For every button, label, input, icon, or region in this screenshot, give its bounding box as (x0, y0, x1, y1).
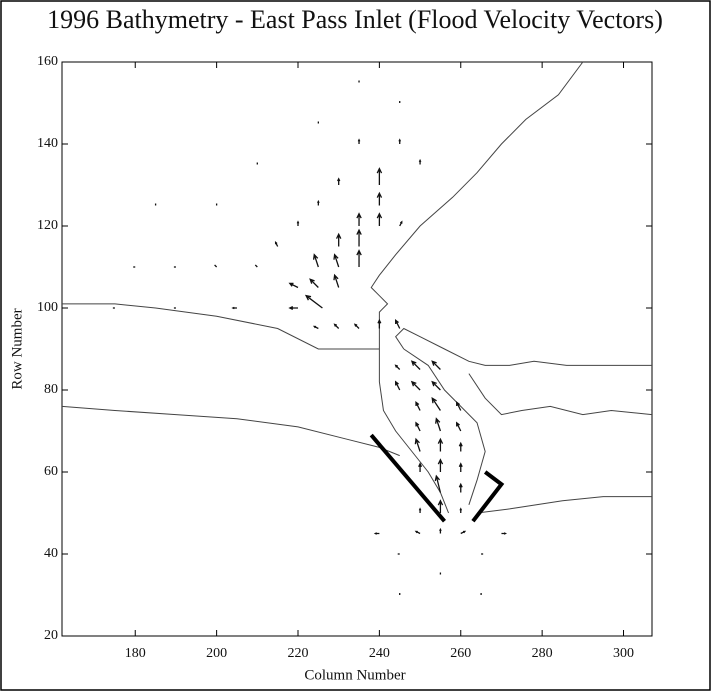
y-axis-label: Row Number (9, 308, 25, 389)
velocity-vector (353, 323, 360, 329)
jetty (471, 470, 505, 523)
velocity-vector (418, 507, 422, 514)
shoreline (403, 348, 486, 505)
velocity-vector (437, 499, 444, 514)
velocity-vector (431, 380, 441, 391)
velocity-vector (356, 212, 362, 227)
velocity-vector (357, 138, 361, 145)
velocity-vector (460, 530, 467, 535)
shoreline (370, 61, 584, 514)
velocity-vector (356, 249, 362, 268)
velocity-vector (394, 380, 401, 391)
velocity-vector (458, 482, 463, 493)
velocity-vector (439, 527, 442, 534)
velocity-vector (418, 462, 423, 473)
y-tick-label: 120 (37, 218, 58, 233)
velocity-vector (376, 167, 383, 186)
shoreline (476, 496, 652, 514)
x-tick-label: 240 (369, 646, 390, 661)
y-tick-label: 160 (37, 54, 58, 69)
velocity-vector (317, 199, 320, 206)
velocity-vector (415, 421, 421, 432)
velocity-vector (288, 305, 298, 311)
velocity-vector (458, 462, 463, 473)
velocity-vector (333, 323, 340, 329)
velocity-vector (309, 278, 319, 288)
velocity-vector (333, 273, 340, 288)
velocity-vector (304, 294, 323, 309)
shoreline (62, 303, 380, 350)
y-tick-label: 60 (44, 464, 58, 479)
velocity-vector (296, 220, 300, 227)
x-tick-label: 200 (206, 646, 227, 661)
x-axis-label: Column Number (304, 667, 405, 683)
velocity-vector (437, 437, 444, 452)
velocity-vector (373, 532, 380, 535)
velocity-vector (377, 318, 382, 329)
velocity-vector (398, 138, 402, 145)
velocity-vector (337, 177, 341, 186)
velocity-vector (414, 437, 421, 452)
y-tick-label: 140 (37, 136, 58, 151)
velocity-vector (356, 228, 362, 247)
chart-title: 1996 Bathymetry - East Pass Inlet (Flood… (47, 5, 663, 34)
velocity-vector (394, 364, 401, 370)
velocity-vector (456, 400, 462, 411)
velocity-vector (410, 380, 421, 391)
velocity-vector (410, 360, 421, 370)
velocity-vector (456, 421, 462, 432)
velocity-vector (214, 264, 218, 268)
velocity-vector (333, 253, 340, 268)
shoreline (395, 327, 652, 366)
jetty (369, 433, 447, 523)
y-tick-label: 80 (44, 382, 58, 397)
x-tick-label: 260 (450, 646, 471, 661)
x-tick-label: 220 (288, 646, 309, 661)
velocity-vector (231, 306, 237, 310)
velocity-vector (399, 220, 403, 227)
velocity-vector (414, 530, 421, 535)
y-tick-label: 100 (37, 300, 58, 315)
x-tick-label: 180 (125, 646, 146, 661)
velocity-vector (435, 417, 442, 432)
velocity-vector (418, 158, 422, 165)
shoreline (468, 373, 653, 416)
x-tick-label: 280 (532, 646, 553, 661)
velocity-vector (431, 396, 441, 411)
velocity-vector (437, 458, 444, 473)
velocity-vector (288, 282, 299, 289)
y-tick-label: 20 (44, 628, 58, 643)
velocity-vector (274, 241, 279, 247)
velocity-vector (335, 232, 342, 247)
velocity-vector (431, 360, 441, 370)
shoreline (61, 405, 400, 457)
velocity-vector (434, 474, 442, 493)
velocity-vector (394, 318, 401, 329)
velocity-vector (312, 325, 319, 330)
velocity-vector (376, 212, 383, 227)
velocity-vector (458, 441, 463, 452)
velocity-vector (415, 400, 421, 411)
velocity-vector (459, 507, 463, 514)
velocity-vector (312, 253, 319, 268)
velocity-vector (501, 532, 508, 535)
x-tick-label: 300 (613, 646, 634, 661)
y-tick-label: 40 (44, 546, 58, 561)
velocity-vector (254, 264, 258, 268)
velocity-vector (376, 191, 383, 206)
plot-area (61, 61, 653, 637)
